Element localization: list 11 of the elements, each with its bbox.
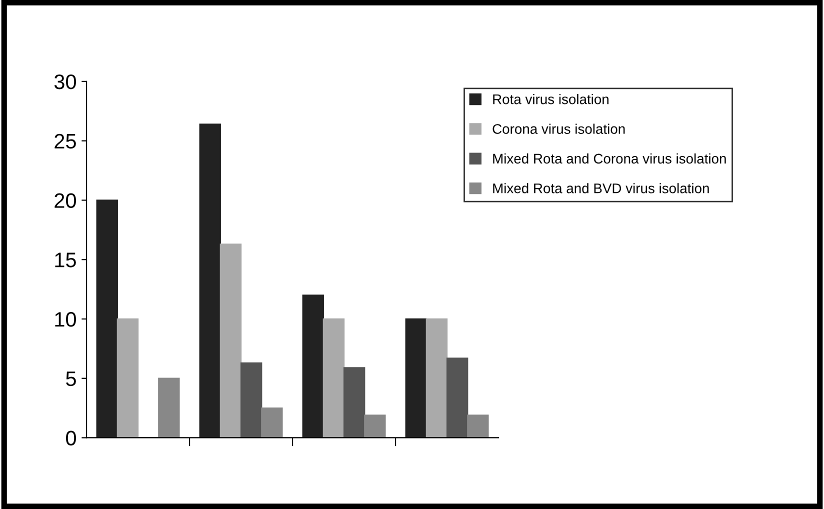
- legend-label: Mixed Rota and BVD virus isolation: [493, 183, 709, 194]
- legend-label: Mixed Rota and Corona virus isolation: [493, 153, 726, 164]
- y-tick-label: 25: [54, 134, 76, 149]
- y-tick-label: 5: [66, 372, 76, 386]
- y-tick-label: 15: [55, 252, 76, 268]
- legend-label: Corona virus isolation: [492, 124, 625, 134]
- y-tick-label: 20: [54, 193, 76, 208]
- y-tick-label: 10: [55, 312, 76, 327]
- y-tick-label: 30: [54, 74, 76, 90]
- legend-label: Rota virus isolation: [493, 94, 608, 104]
- y-tick-label: 0: [66, 430, 76, 446]
